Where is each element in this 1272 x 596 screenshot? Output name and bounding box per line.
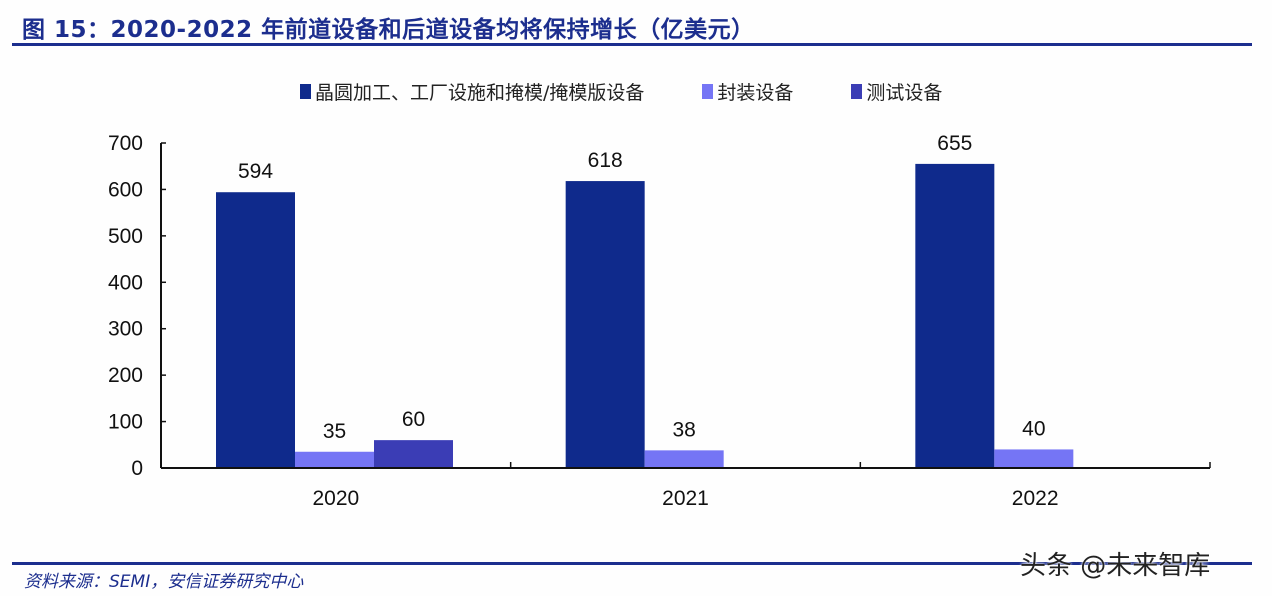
y-tick-label: 300 <box>108 318 143 341</box>
legend-swatch-wafer <box>300 84 311 99</box>
chart-title: 图 15：2020-2022 年前道设备和后道设备均将保持增长（亿美元） <box>22 17 755 43</box>
legend-label: 测试设备 <box>866 82 943 104</box>
x-tick-label: 2021 <box>662 487 709 510</box>
bar <box>295 451 374 468</box>
bar <box>915 163 995 468</box>
legend-item-packaging: 封装设备 <box>702 78 793 105</box>
bar-value-label: 40 <box>1022 417 1045 440</box>
y-tick-label: 700 <box>108 132 143 155</box>
legend-swatch-testing <box>851 84 863 99</box>
y-tick-label: 400 <box>108 271 143 294</box>
bar-value-label: 655 <box>937 132 972 155</box>
bar <box>644 450 724 468</box>
bar <box>374 440 453 468</box>
bars: 594 35 60 618 38 655 40 <box>216 132 1074 469</box>
y-tick-label: 0 <box>131 457 143 480</box>
chart-legend: 晶圆加工、工厂设施和掩模/掩模版设备 封装设备 测试设备 <box>300 78 1000 105</box>
watermark: 头条 @未来智库 <box>1020 551 1211 581</box>
y-tick-label: 200 <box>108 364 143 387</box>
bar <box>565 181 645 469</box>
y-tick-label: 100 <box>108 411 143 434</box>
legend-item-wafer: 晶圆加工、工厂设施和掩模/掩模版设备 <box>300 78 644 105</box>
bar <box>216 192 295 468</box>
y-axis: 0 100 200 300 400 500 600 700 <box>108 132 166 480</box>
legend-label: 晶圆加工、工厂设施和掩模/掩模版设备 <box>315 82 645 104</box>
footer-divider <box>12 562 1252 565</box>
y-tick-label: 500 <box>108 225 143 248</box>
source-note: 资料来源：SEMI，安信证券研究中心 <box>24 572 304 592</box>
x-tick-label: 2022 <box>1012 487 1059 510</box>
title-divider <box>12 43 1252 46</box>
x-tick-label: 2020 <box>312 487 359 510</box>
legend-item-testing: 测试设备 <box>851 78 942 105</box>
x-axis: 2020 2021 2022 <box>160 462 1211 510</box>
bar-value-label: 35 <box>323 420 346 443</box>
bar-value-label: 38 <box>672 418 695 441</box>
bar-value-label: 618 <box>588 149 623 172</box>
bar-value-label: 60 <box>402 408 425 431</box>
bar-value-label: 594 <box>238 160 273 183</box>
legend-swatch-packaging <box>702 84 714 99</box>
legend-label: 封装设备 <box>717 82 794 104</box>
bar <box>994 449 1074 468</box>
y-tick-label: 600 <box>108 178 143 201</box>
